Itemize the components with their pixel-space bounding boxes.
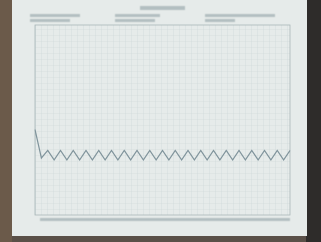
background-right <box>306 0 321 242</box>
grid <box>35 25 290 215</box>
background-left <box>0 0 12 242</box>
photo <box>0 0 321 242</box>
